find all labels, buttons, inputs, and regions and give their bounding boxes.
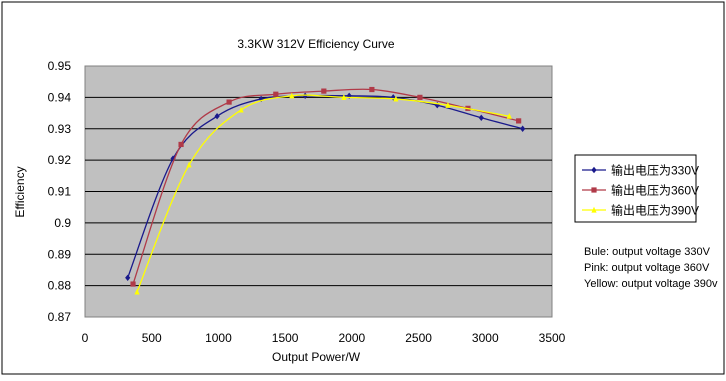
note-pink: Pink: output voltage 360V [584,262,710,274]
y-tick-label: 0.95 [48,59,72,73]
y-tick-label: 0.88 [48,279,72,293]
data-point [506,113,512,119]
note-yellow: Yellow: output voltage 390v [584,278,718,290]
x-tick-label: 500 [142,331,162,345]
series-line [136,94,510,293]
legend-label: 输出电压为360V [611,183,699,198]
y-axis-label: Efficiency [13,166,27,217]
data-point [369,86,375,93]
note-blue: Bule: output voltage 330V [584,246,710,258]
x-axis-label: Output Power/W [272,350,361,364]
data-point [393,95,399,102]
data-point [186,161,192,168]
data-point [178,141,184,148]
data-point [390,94,396,101]
series-layer [125,86,526,295]
x-tick-label: 1000 [205,331,232,345]
data-point [346,92,352,100]
data-point [341,94,347,100]
legend-entry: 输出电压为330V [582,163,699,178]
x-tick-labels: 0 500 1000 1500 2000 2500 3000 3500 [82,331,566,345]
data-point [445,102,451,108]
y-tick-label: 0.87 [48,310,72,324]
data-point [214,113,220,120]
data-point [258,95,264,103]
gridlines [85,96,552,287]
legend-label: 输出电压为330V [611,163,699,178]
x-tick-label: 2000 [339,331,366,345]
data-point [125,274,131,281]
y-tick-label: 0.94 [48,90,72,104]
legend-label: 输出电压为390V [611,203,699,218]
x-tick-label: 1500 [272,331,299,345]
legend-marker [591,206,597,213]
legend-entry: 输出电压为360V [582,183,699,198]
series-3 [134,92,512,295]
x-tick-label: 0 [82,331,89,345]
y-tick-labels: 0.87 0.88 0.89 0.9 0.91 0.92 0.93 0.94 0.95 [48,59,72,324]
data-point [434,102,440,109]
chart-title: 3.3KW 312V Efficiency Curve [237,37,395,51]
data-point [321,88,327,94]
y-tick-label: 0.89 [48,247,72,261]
legend: 输出电压为330V 输出电压为360V 输出电压为390V [574,154,699,223]
y-tick-label: 0.91 [48,185,72,199]
legend-entry: 输出电压为390V [582,203,699,218]
data-point [238,106,244,113]
data-point [516,118,522,124]
x-tick-label: 3500 [539,331,566,345]
data-point [520,125,526,132]
x-tick-label: 2500 [405,331,432,345]
y-tick-label: 0.92 [48,153,72,167]
legend-marker [591,187,597,193]
y-tick-label: 0.93 [48,122,72,136]
data-point [289,92,295,99]
legend-marker [591,166,597,174]
data-point [130,281,136,287]
y-tick-label: 0.9 [54,216,71,230]
x-tick-label: 3000 [472,331,499,345]
data-point [417,94,423,100]
data-point [226,99,232,105]
data-point [134,288,140,295]
data-point [273,91,279,97]
data-point [478,114,484,121]
